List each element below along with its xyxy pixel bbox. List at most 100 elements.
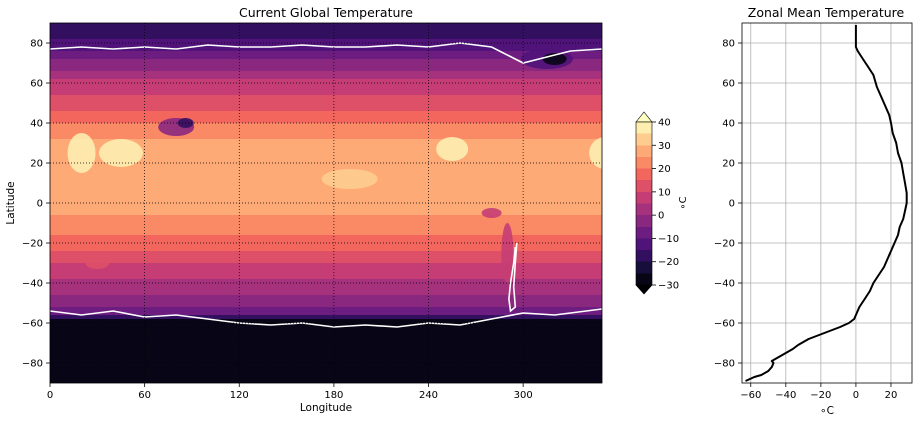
colorbar-extend-bottom (635, 284, 653, 295)
temperature-band (50, 187, 602, 192)
temperature-band (50, 255, 602, 260)
colorbar-extend-top (635, 111, 653, 123)
temperature-band (50, 371, 602, 376)
colorbar-tick-label: 20 (658, 164, 671, 175)
map-y-tick-label: −80 (22, 359, 43, 370)
temperature-band (50, 331, 602, 336)
temperature-band (50, 279, 602, 284)
temperature-band (50, 139, 602, 144)
temperature-band (50, 367, 602, 372)
temperature-band (50, 99, 602, 104)
temperature-band (50, 271, 602, 276)
profile-x-tick-label: −60 (740, 390, 761, 401)
map-y-tick-label: 80 (30, 39, 43, 50)
temperature-feature (481, 208, 502, 218)
profile-x-ticks: −60 −40 −20 0 20 (740, 383, 897, 401)
temperature-band (50, 327, 602, 332)
temperature-feature (501, 223, 514, 283)
profile-x-tick-label: −40 (775, 390, 796, 401)
temperature-band (50, 283, 602, 288)
temperature-feature (85, 257, 110, 269)
map-y-ticks: −80 −60 −40 −20 0 20 40 60 80 (22, 39, 50, 370)
temperature-band (50, 215, 602, 220)
temperature-band (50, 95, 602, 100)
temperature-bands (50, 23, 602, 383)
profile-y-tick-label: 40 (722, 119, 735, 130)
temperature-band (50, 147, 602, 152)
temperature-band (50, 91, 602, 96)
profile-x-tick-label: 0 (853, 390, 859, 401)
colorbar-tick-label: 10 (658, 187, 671, 198)
temperature-band (50, 47, 602, 52)
temperature-band (50, 199, 602, 204)
colorbar-label: ∘C (678, 196, 689, 209)
map-x-tick-label: 180 (324, 390, 343, 401)
profile-y-tick-label: 80 (722, 39, 735, 50)
map-y-tick-label: 60 (30, 79, 43, 90)
temperature-band (50, 23, 602, 28)
andes-zero-contour (508, 242, 518, 313)
map-x-tick-label: 120 (230, 390, 249, 401)
temperature-band (50, 151, 602, 156)
temperature-feature (589, 137, 602, 169)
temperature-band (50, 227, 602, 232)
temperature-band (50, 107, 602, 112)
temperature-band (50, 63, 602, 68)
temperature-band (50, 343, 602, 348)
map-y-tick-label: −60 (22, 319, 43, 330)
temperature-band (50, 55, 602, 60)
temperature-band (50, 359, 602, 364)
profile-y-tick-label: −60 (714, 319, 735, 330)
colorbar-tick-label: 30 (658, 141, 671, 152)
temperature-band (50, 71, 602, 76)
profile-title: Zonal Mean Temperature (748, 5, 905, 20)
temperature-band (50, 195, 602, 200)
map-x-ticks: 0 60 120 180 240 300 (47, 383, 533, 401)
temperature-feature (436, 137, 469, 161)
temperature-band (50, 335, 602, 340)
profile-y-tick-label: −80 (714, 359, 735, 370)
temperature-band (50, 267, 602, 272)
profile-y-tick-label: 0 (729, 199, 735, 210)
temperature-band (50, 351, 602, 356)
temperature-band (50, 123, 602, 128)
map-x-tick-label: 0 (47, 390, 53, 401)
map-y-tick-label: 20 (30, 159, 43, 170)
temperature-band (50, 135, 602, 140)
temperature-feature (321, 169, 378, 189)
temperature-band (50, 87, 602, 92)
profile-x-tick-label: −20 (810, 390, 831, 401)
temperature-band (50, 239, 602, 244)
temperature-feature (67, 133, 96, 173)
temperature-band (50, 319, 602, 324)
profile-gridlines (742, 23, 912, 383)
map-plot-area (50, 23, 602, 383)
temperature-band (50, 251, 602, 256)
temperature-band (50, 287, 602, 292)
map-gridlines (50, 23, 602, 383)
temperature-band (50, 155, 602, 160)
temperature-band (50, 67, 602, 72)
temperature-band (50, 339, 602, 344)
colorbar-tick-label: −10 (658, 234, 679, 245)
temperature-band (50, 307, 602, 312)
map-y-tick-label: −20 (22, 239, 43, 250)
temperature-band (50, 303, 602, 308)
profile-y-tick-label: −20 (714, 239, 735, 250)
temperature-band (50, 259, 602, 264)
profile-x-tick-label: 20 (885, 390, 898, 401)
temperature-band (50, 79, 602, 84)
temperature-band (50, 51, 602, 56)
temperature-band (50, 347, 602, 352)
map-y-tick-label: 40 (30, 119, 43, 130)
colorbar-tick-label: −20 (658, 257, 679, 268)
profile-y-ticks: −80 −60 −40 −20 0 20 40 60 80 (714, 39, 742, 370)
temperature-band (50, 211, 602, 216)
profile-y-tick-label: 60 (722, 79, 735, 90)
temperature-band (50, 315, 602, 320)
colorbar: −30 −20 −10 0 10 20 30 40 ∘C (635, 111, 689, 295)
temperature-band (50, 203, 602, 208)
temperature-band (50, 291, 602, 296)
temperature-band (50, 235, 602, 240)
